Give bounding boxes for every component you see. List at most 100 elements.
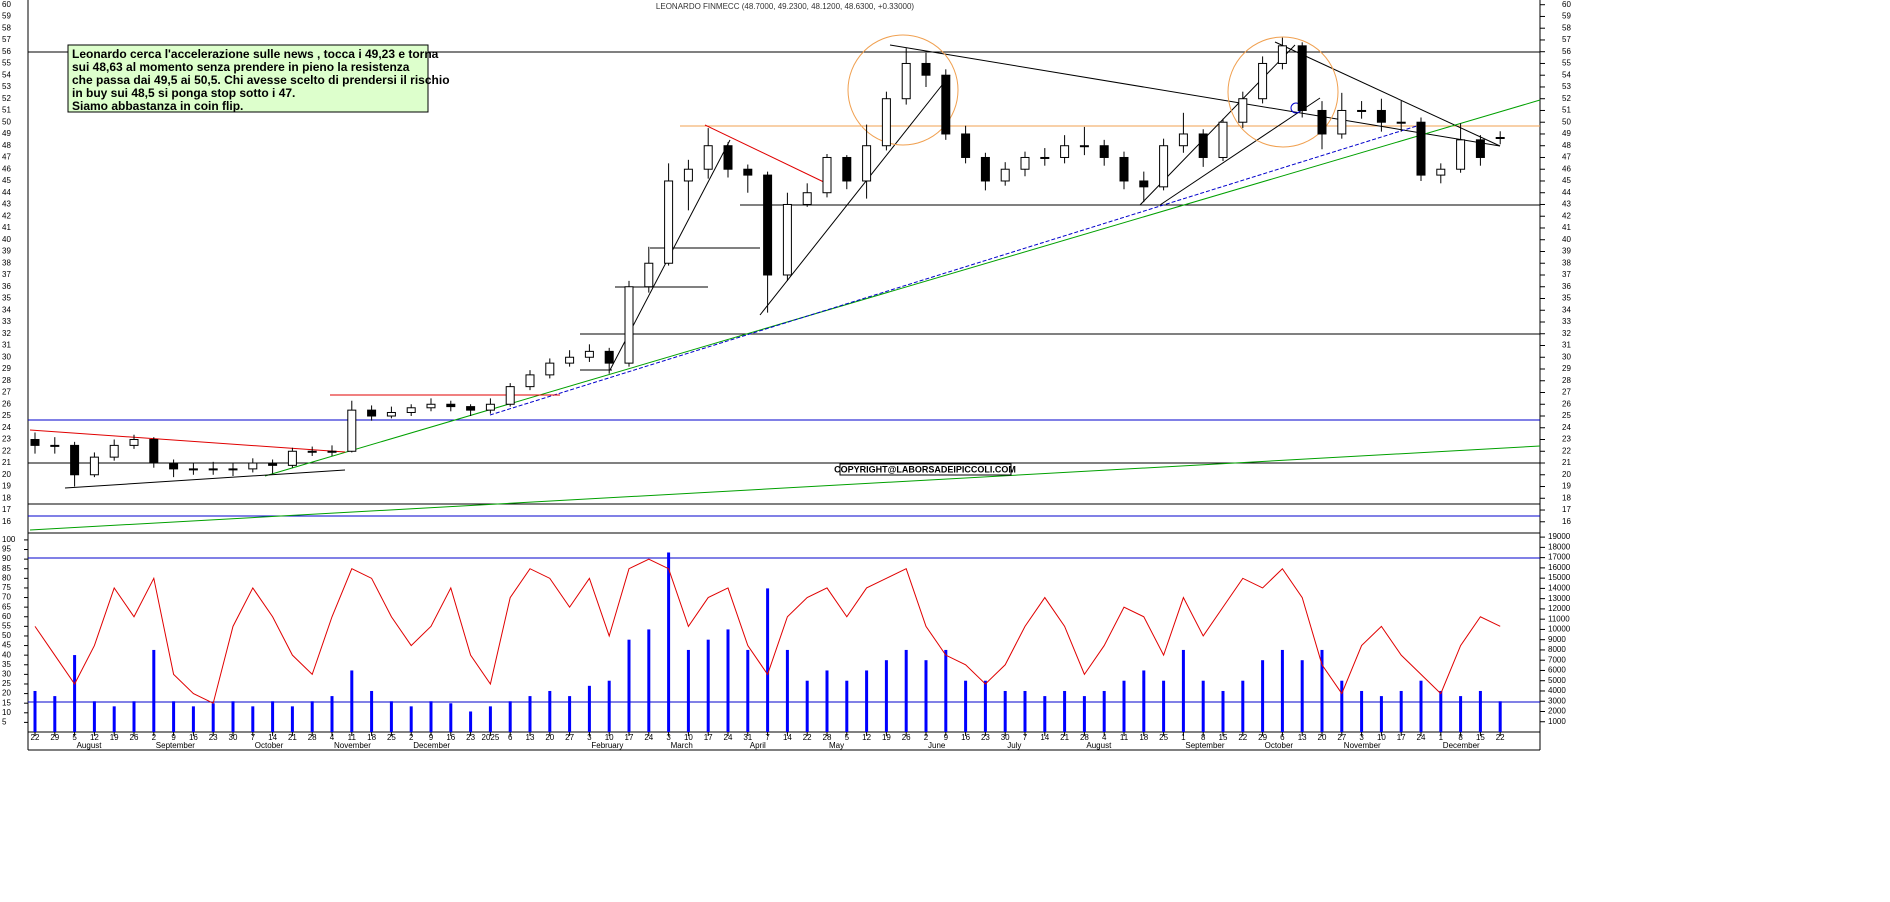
x-tick-label: 29 [1258, 733, 1267, 742]
candle-body [188, 468, 198, 471]
y-tick-label: 33 [2, 317, 11, 326]
y-tick-label: 53 [2, 82, 11, 91]
volume-bar [528, 696, 532, 732]
y-tick-label: 32 [2, 329, 11, 338]
volume-bar [251, 706, 255, 732]
volume-bar [607, 680, 611, 732]
y-tick-label: 25 [2, 411, 11, 420]
candle-body [406, 407, 416, 413]
month-label: November [1344, 741, 1381, 750]
y2-tick-label: 11000 [1548, 614, 1570, 623]
x-tick-label: 17 [1397, 733, 1406, 742]
candle-body [1396, 121, 1406, 124]
candle-body [1238, 98, 1248, 123]
watermark-box [839, 463, 1012, 476]
x-tick-label: 13 [526, 733, 535, 742]
y2-tick-label: 9000 [1548, 635, 1566, 644]
y-tick-label: 60 [2, 0, 11, 9]
x-tick-label: 6 [1280, 733, 1285, 742]
candle-body [1000, 168, 1010, 182]
candle-body [1020, 156, 1030, 170]
x-tick-label: 30 [229, 733, 238, 742]
y-tick-label: 5 [2, 718, 7, 727]
x-tick-label: 14 [783, 733, 792, 742]
candle-body [802, 192, 812, 205]
volume-bar [627, 639, 631, 732]
x-tick-label: 29 [50, 733, 59, 742]
volume-bar [1201, 680, 1205, 732]
y-tick-label: 59 [2, 12, 11, 21]
x-tick-label: 28 [308, 733, 317, 742]
candle-body [664, 180, 674, 264]
y2-tick-label: 10000 [1548, 625, 1571, 634]
y2-tick-label: 6000 [1548, 666, 1566, 675]
volume-bar [172, 701, 176, 732]
y-tick-label: 18 [1562, 493, 1571, 502]
x-tick-label: 27 [1337, 733, 1346, 742]
y2-tick-label: 18000 [1548, 542, 1571, 551]
y-tick-label: 40 [2, 235, 11, 244]
volume-bar [112, 706, 116, 732]
x-tick-label: 22 [803, 733, 812, 742]
candle-body [228, 468, 238, 471]
x-tick-label: 21 [288, 733, 297, 742]
candle-body [881, 98, 891, 147]
volume-bar [587, 685, 591, 732]
y-tick-label: 42 [2, 211, 11, 220]
y-tick-label: 17 [1562, 505, 1571, 514]
candle-body [466, 406, 476, 411]
volume-bar [706, 639, 710, 732]
x-tick-label: 12 [90, 733, 99, 742]
candle-body [980, 156, 990, 182]
y-tick-label: 32 [1562, 329, 1571, 338]
candle-body [584, 350, 594, 358]
y-tick-label: 24 [1562, 423, 1571, 432]
volume-bar [152, 649, 156, 732]
candle-body [307, 450, 317, 453]
x-tick-label: 30 [1001, 733, 1010, 742]
volume-bar [488, 706, 492, 732]
y-tick-label: 51 [2, 106, 11, 115]
y-tick-label: 10 [2, 708, 11, 717]
x-tick-label: 5 [845, 733, 850, 742]
y-tick-label: 34 [1562, 305, 1571, 314]
y-tick-label: 31 [1562, 341, 1571, 350]
volume-bar [231, 701, 235, 732]
candle-body [169, 462, 179, 470]
x-tick-label: 16 [446, 733, 455, 742]
volume-bar [1320, 649, 1324, 732]
y-tick-label: 55 [2, 59, 11, 68]
x-tick-label: 7 [1023, 733, 1028, 742]
x-tick-label: 20 [1318, 733, 1327, 742]
x-tick-label: 22 [1238, 733, 1247, 742]
y2-tick-label: 19000 [1548, 532, 1571, 541]
y-tick-label: 65 [2, 602, 11, 611]
annotation: che passa dai 49,5 ai 50,5. Chi avesse s… [72, 73, 450, 87]
volume-bar [1478, 690, 1482, 732]
volume-bar [409, 706, 413, 732]
candle-body [862, 145, 872, 182]
y-tick-label: 58 [1562, 23, 1571, 32]
month-label: September [156, 741, 195, 750]
y-tick-label: 45 [1562, 176, 1571, 185]
annotation: sui 48,63 al momento senza prendere in p… [72, 60, 410, 74]
volume-bar [1082, 696, 1086, 732]
volume-bar [1261, 660, 1265, 732]
x-tick-label: 7 [251, 733, 256, 742]
x-tick-label: 17 [625, 733, 634, 742]
candle-body [1277, 45, 1287, 64]
candle-body [505, 386, 515, 405]
candle-body [703, 145, 713, 170]
month-label: February [591, 741, 623, 750]
x-tick-label: 28 [1080, 733, 1089, 742]
x-tick-label: 2 [924, 733, 929, 742]
volume-bar [1241, 680, 1245, 732]
x-tick-label: 8 [1201, 733, 1206, 742]
x-tick-label: 16 [189, 733, 198, 742]
x-tick-label: 8 [1458, 733, 1463, 742]
candle-body [1495, 136, 1505, 139]
candle-body [1139, 180, 1149, 188]
candle-body [1099, 145, 1109, 158]
y-tick-label: 47 [2, 153, 11, 162]
volume-bar [1280, 649, 1284, 732]
